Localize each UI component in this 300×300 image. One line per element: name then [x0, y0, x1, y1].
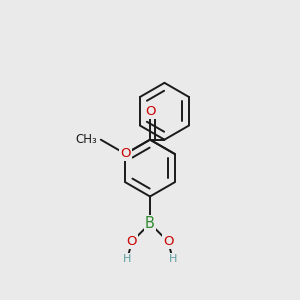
Text: O: O [120, 147, 130, 161]
Text: H: H [169, 254, 177, 264]
Text: O: O [163, 235, 173, 248]
Text: O: O [145, 105, 155, 118]
Text: B: B [145, 216, 155, 231]
Text: O: O [127, 235, 137, 248]
Text: H: H [123, 254, 131, 264]
Text: CH₃: CH₃ [75, 133, 97, 146]
